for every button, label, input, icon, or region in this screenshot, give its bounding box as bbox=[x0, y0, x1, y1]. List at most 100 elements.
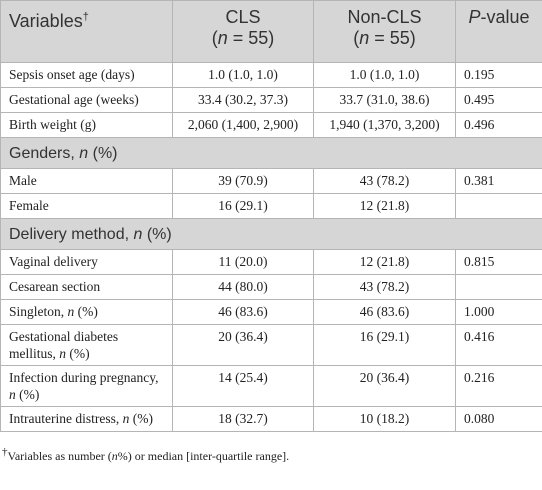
text-part: (%) bbox=[142, 225, 172, 243]
footnote-mark: † bbox=[82, 11, 89, 23]
p-cell: 0.495 bbox=[455, 87, 542, 113]
cls-cell: 16 (29.1) bbox=[172, 193, 314, 219]
non-cls-cell: 12 (21.8) bbox=[313, 193, 456, 219]
text-part: (%) bbox=[66, 346, 90, 361]
text-part: = 55) bbox=[369, 28, 416, 48]
table-row: Male 39 (70.9) 43 (78.2) 0.381 bbox=[0, 168, 542, 194]
text-part: Cesarean section bbox=[9, 279, 101, 294]
non-cls-cell: 1,940 (1,370, 3,200) bbox=[313, 112, 456, 138]
table-row: Gestational diabetes mellitus, n (%) 20 (… bbox=[0, 324, 542, 366]
label-cell: Sepsis onset age (days) bbox=[0, 62, 173, 88]
label-cell: Gestational diabetes mellitus, n (%) bbox=[0, 324, 173, 366]
text-part: n bbox=[59, 346, 66, 361]
text-part: Delivery method, bbox=[9, 225, 134, 243]
non-cls-cell: 12 (21.8) bbox=[313, 249, 456, 275]
text-part: n bbox=[67, 304, 75, 319]
text-part: Gestational age (weeks) bbox=[9, 92, 139, 107]
text-part: Infection during pregnancy, bbox=[9, 370, 159, 385]
header-text: Variables bbox=[9, 11, 83, 31]
text-part: -value bbox=[480, 7, 530, 27]
label-cell: Vaginal delivery bbox=[0, 249, 173, 275]
text-part: n bbox=[111, 449, 118, 463]
table-row: Gestational age (weeks) 33.4 (30.2, 37.3)… bbox=[0, 87, 542, 113]
cls-cell: 33.4 (30.2, 37.3) bbox=[172, 87, 314, 113]
p-cell: 0.815 bbox=[455, 249, 542, 275]
text-part: n bbox=[359, 28, 370, 48]
text-part: Genders, bbox=[9, 144, 80, 162]
header-cell: P-value bbox=[455, 0, 542, 63]
text-part: (%) bbox=[88, 144, 118, 162]
text-part: ( bbox=[211, 28, 218, 48]
label-cell: Intrauterine distress, n (%) bbox=[0, 406, 173, 432]
footnote-mark: † bbox=[2, 446, 8, 458]
text-part: Sepsis onset age (days) bbox=[9, 67, 135, 82]
p-cell: 0.195 bbox=[455, 62, 542, 88]
table-row: Singleton, n (%) 46 (83.6) 46 (83.6) 1.000 bbox=[0, 299, 542, 325]
table: Variables† CLS (n = 55) Non-CLS (n = 55) P-va… bbox=[0, 0, 542, 432]
table-row: Delivery method, n (%) bbox=[0, 218, 542, 250]
text-part: = 55) bbox=[227, 28, 275, 48]
p-cell: 0.080 bbox=[455, 406, 542, 432]
non-cls-cell: 46 (83.6) bbox=[313, 299, 456, 325]
cls-cell: 2,060 (1,400, 2,900) bbox=[172, 112, 314, 138]
cls-cell: 1.0 (1.0, 1.0) bbox=[172, 62, 314, 88]
text-part: n bbox=[79, 144, 89, 162]
text-part: (%) bbox=[129, 411, 153, 426]
footnote: †Variables as number (n%) or median [int… bbox=[2, 446, 542, 464]
non-cls-cell: 43 (78.2) bbox=[313, 168, 456, 194]
header-text: CLS bbox=[225, 7, 261, 27]
cls-cell: 39 (70.9) bbox=[172, 168, 314, 194]
table-row: Sepsis onset age (days) 1.0 (1.0, 1.0) 1.0… bbox=[0, 62, 542, 88]
label-cell: Gestational age (weeks) bbox=[0, 87, 173, 113]
p-cell: 0.416 bbox=[455, 324, 542, 366]
text-part: Intrauterine distress, bbox=[9, 411, 123, 426]
non-cls-cell: 43 (78.2) bbox=[313, 274, 456, 300]
p-cell: 0.496 bbox=[455, 112, 542, 138]
non-cls-cell: 20 (36.4) bbox=[313, 365, 456, 407]
text-part: Variables as number ( bbox=[7, 449, 112, 463]
label-cell: Female bbox=[0, 193, 173, 219]
text-part: P bbox=[468, 7, 481, 27]
text-part: n bbox=[122, 411, 130, 426]
text-part: n bbox=[133, 225, 143, 243]
text-part: %) or median [inter-quartile range]. bbox=[117, 449, 290, 463]
section-cell: Genders, n (%) bbox=[0, 137, 542, 169]
cls-cell: 46 (83.6) bbox=[172, 299, 314, 325]
header-subtext: (n = 55) bbox=[181, 28, 305, 49]
header-cell: Variables† bbox=[0, 0, 173, 63]
header-cell: CLS (n = 55) bbox=[172, 0, 314, 63]
text-part: Female bbox=[9, 198, 49, 213]
table-row: Vaginal delivery 11 (20.0) 12 (21.8) 0.815 bbox=[0, 249, 542, 275]
text-part: (%) bbox=[74, 304, 98, 319]
cls-cell: 11 (20.0) bbox=[172, 249, 314, 275]
text-part: (%) bbox=[15, 387, 40, 402]
text-part: Singleton, bbox=[9, 304, 68, 319]
label-cell: Infection during pregnancy, n (%) bbox=[0, 365, 173, 407]
header-text: Non-CLS bbox=[347, 7, 422, 27]
cls-cell: 44 (80.0) bbox=[172, 274, 314, 300]
table-row: Birth weight (g) 2,060 (1,400, 2,900) 1,94… bbox=[0, 112, 542, 138]
p-cell: 0.216 bbox=[455, 365, 542, 407]
label-cell: Birth weight (g) bbox=[0, 112, 173, 138]
label-cell: Cesarean section bbox=[0, 274, 173, 300]
cls-cell: 20 (36.4) bbox=[172, 324, 314, 366]
text-part: Birth weight (g) bbox=[9, 117, 96, 132]
section-cell: Delivery method, n (%) bbox=[0, 218, 542, 250]
p-cell bbox=[455, 274, 542, 300]
text-part: Gestational diabetes mellitus, bbox=[9, 329, 119, 361]
text-part: Vaginal delivery bbox=[9, 254, 98, 269]
p-cell: 1.000 bbox=[455, 299, 542, 325]
table-row: Intrauterine distress, n (%) 18 (32.7) 10 … bbox=[0, 406, 542, 432]
header-row: Variables† CLS (n = 55) Non-CLS (n = 55) P-va… bbox=[0, 0, 542, 63]
table-row: Cesarean section 44 (80.0) 43 (78.2) bbox=[0, 274, 542, 300]
cls-cell: 18 (32.7) bbox=[172, 406, 314, 432]
non-cls-cell: 1.0 (1.0, 1.0) bbox=[313, 62, 456, 88]
p-cell bbox=[455, 193, 542, 219]
text-part: n bbox=[217, 28, 228, 48]
label-cell: Male bbox=[0, 168, 173, 194]
table-row: Infection during pregnancy, n (%) 14 (25.… bbox=[0, 365, 542, 407]
non-cls-cell: 10 (18.2) bbox=[313, 406, 456, 432]
text-part: n bbox=[9, 387, 16, 402]
non-cls-cell: 33.7 (31.0, 38.6) bbox=[313, 87, 456, 113]
